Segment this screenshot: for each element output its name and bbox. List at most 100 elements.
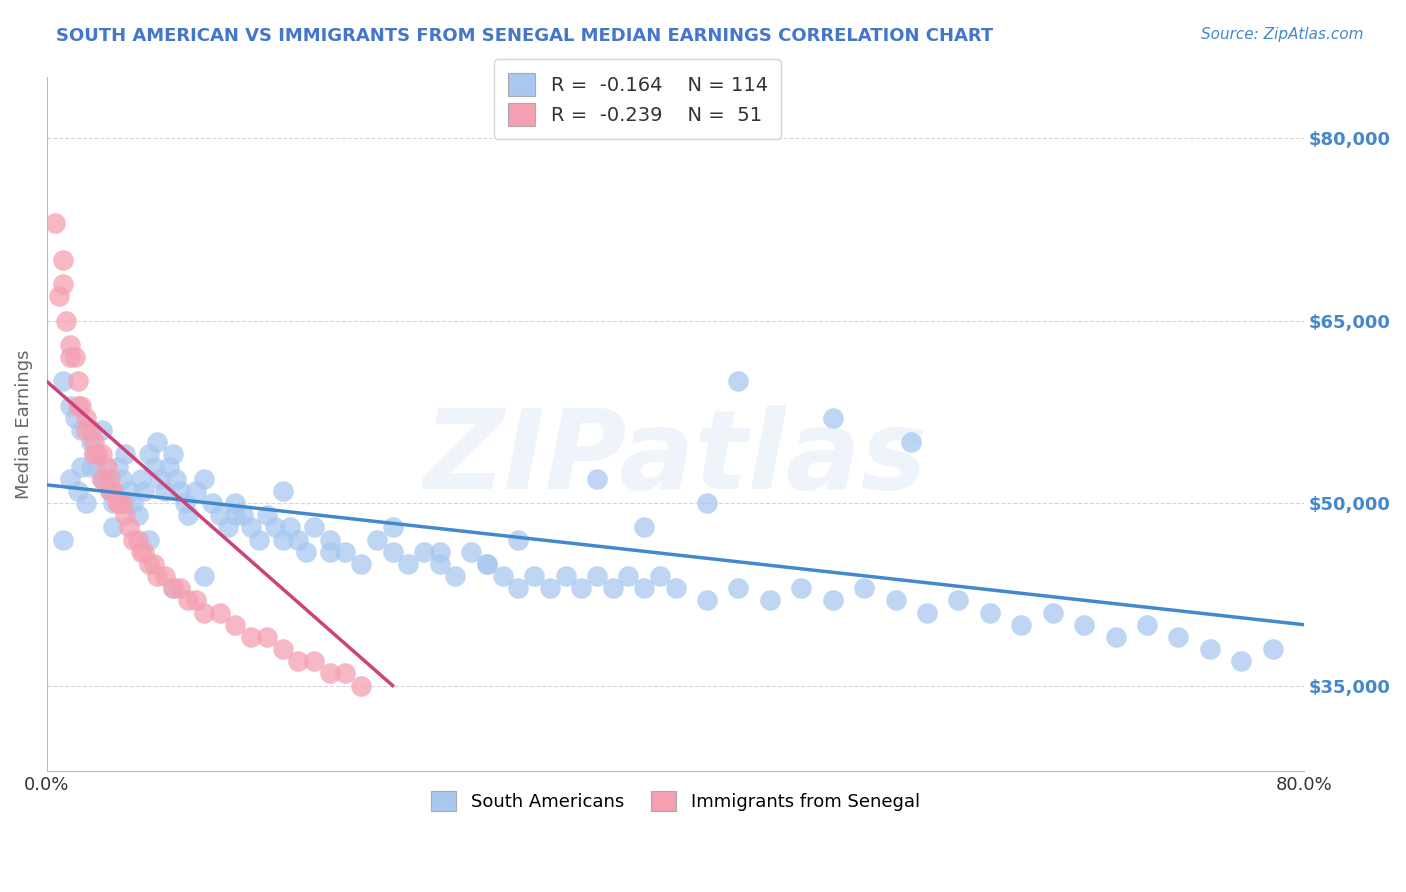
Point	[101, 483, 124, 498]
Point	[67, 399, 90, 413]
Point	[884, 593, 907, 607]
Point	[1198, 642, 1220, 657]
Point	[538, 581, 561, 595]
Point	[107, 496, 129, 510]
Point	[508, 533, 530, 547]
Point	[59, 350, 82, 364]
Point	[295, 545, 318, 559]
Point	[664, 581, 686, 595]
Point	[633, 581, 655, 595]
Text: SOUTH AMERICAN VS IMMIGRANTS FROM SENEGAL MEDIAN EARNINGS CORRELATION CHART: SOUTH AMERICAN VS IMMIGRANTS FROM SENEGA…	[56, 27, 994, 45]
Point	[67, 375, 90, 389]
Point	[247, 533, 270, 547]
Point	[617, 569, 640, 583]
Point	[52, 252, 75, 267]
Point	[727, 581, 749, 595]
Point	[240, 520, 263, 534]
Point	[696, 496, 718, 510]
Point	[232, 508, 254, 523]
Point	[122, 533, 145, 547]
Point	[508, 581, 530, 595]
Point	[979, 606, 1001, 620]
Point	[142, 459, 165, 474]
Point	[117, 520, 139, 534]
Point	[153, 483, 176, 498]
Point	[169, 581, 191, 595]
Point	[75, 423, 97, 437]
Point	[475, 557, 498, 571]
Point	[633, 520, 655, 534]
Point	[648, 569, 671, 583]
Point	[138, 447, 160, 461]
Point	[165, 472, 187, 486]
Point	[256, 630, 278, 644]
Legend: South Americans, Immigrants from Senegal: South Americans, Immigrants from Senegal	[419, 778, 932, 824]
Point	[444, 569, 467, 583]
Point	[52, 533, 75, 547]
Point	[1104, 630, 1126, 644]
Y-axis label: Median Earnings: Median Earnings	[15, 350, 32, 499]
Point	[138, 557, 160, 571]
Point	[271, 642, 294, 657]
Point	[90, 447, 112, 461]
Point	[186, 483, 208, 498]
Point	[107, 496, 129, 510]
Point	[52, 375, 75, 389]
Point	[174, 496, 197, 510]
Point	[96, 472, 118, 486]
Point	[271, 483, 294, 498]
Point	[67, 483, 90, 498]
Point	[193, 606, 215, 620]
Point	[114, 496, 136, 510]
Point	[396, 557, 419, 571]
Point	[86, 459, 108, 474]
Point	[240, 630, 263, 644]
Point	[134, 483, 156, 498]
Point	[80, 423, 103, 437]
Point	[335, 666, 357, 681]
Point	[149, 472, 172, 486]
Point	[381, 520, 404, 534]
Point	[114, 447, 136, 461]
Point	[177, 593, 200, 607]
Point	[101, 520, 124, 534]
Point	[83, 447, 105, 461]
Point	[1042, 606, 1064, 620]
Point	[413, 545, 436, 559]
Point	[127, 533, 149, 547]
Point	[224, 617, 246, 632]
Point	[75, 411, 97, 425]
Point	[1136, 617, 1159, 632]
Point	[193, 472, 215, 486]
Point	[790, 581, 813, 595]
Point	[127, 508, 149, 523]
Point	[63, 411, 86, 425]
Point	[98, 472, 121, 486]
Point	[948, 593, 970, 607]
Point	[48, 289, 70, 303]
Point	[117, 483, 139, 498]
Point	[59, 338, 82, 352]
Point	[302, 654, 325, 668]
Point	[146, 569, 169, 583]
Point	[70, 423, 93, 437]
Point	[96, 459, 118, 474]
Point	[208, 606, 231, 620]
Point	[821, 593, 844, 607]
Point	[98, 483, 121, 498]
Point	[381, 545, 404, 559]
Point	[1073, 617, 1095, 632]
Point	[55, 314, 77, 328]
Point	[287, 654, 309, 668]
Point	[1261, 642, 1284, 657]
Point	[821, 411, 844, 425]
Point	[90, 472, 112, 486]
Point	[114, 508, 136, 523]
Point	[602, 581, 624, 595]
Point	[146, 435, 169, 450]
Point	[138, 533, 160, 547]
Point	[83, 447, 105, 461]
Point	[80, 435, 103, 450]
Point	[319, 545, 342, 559]
Point	[70, 399, 93, 413]
